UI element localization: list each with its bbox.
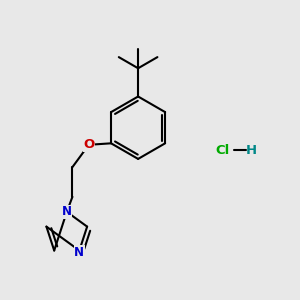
Text: O: O	[83, 138, 94, 151]
Text: N: N	[62, 205, 72, 218]
Text: Cl: Cl	[216, 143, 230, 157]
Text: H: H	[245, 143, 256, 157]
Text: N: N	[74, 245, 84, 259]
